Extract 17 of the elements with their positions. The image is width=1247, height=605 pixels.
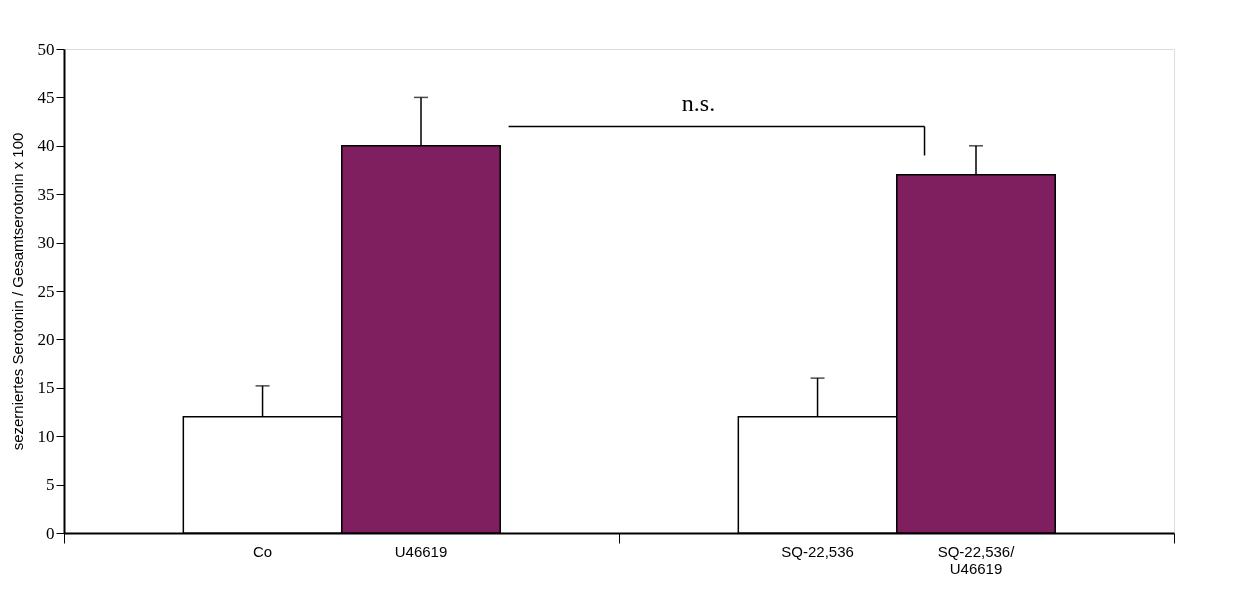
y-tick-label: 25 (37, 281, 55, 301)
y-tick-label: 40 (37, 136, 55, 156)
y-tick-label: 5 (46, 475, 55, 495)
x-tick-label: SQ-22,536 (781, 543, 854, 560)
y-tick-label: 20 (37, 329, 55, 349)
x-tick-label: Co (252, 543, 273, 560)
y-tick-label: 50 (37, 39, 55, 59)
y-tick-label: 10 (37, 426, 55, 446)
y-tick-label: 15 (37, 378, 55, 398)
y-tick-label: 45 (37, 87, 55, 107)
y-tick-label: 30 (37, 233, 55, 253)
annotation: n.s. (681, 90, 716, 117)
y-tick-label: 35 (37, 184, 55, 204)
x-tick-label: U46619 (394, 543, 448, 560)
x-tick-label: SQ-22,536/ U46619 (937, 543, 1016, 577)
y-axis-title: sezerniertes Serotonin / Gesamtserotonin x 100 (8, 132, 26, 451)
y-tick-label: 0 (46, 523, 55, 543)
